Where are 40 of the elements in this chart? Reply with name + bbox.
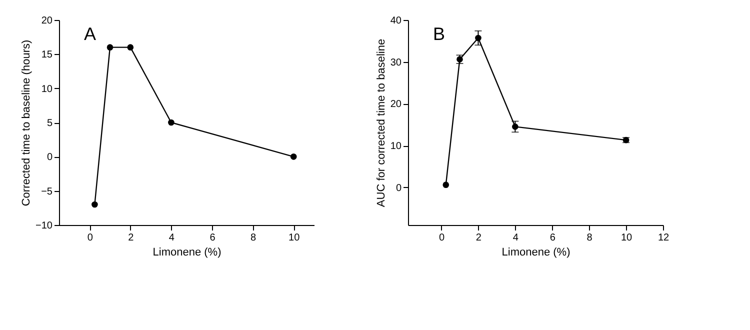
y-tick-label: −10 [36, 220, 53, 232]
y-tick-label: 10 [390, 141, 402, 152]
x-tick-label: 0 [438, 232, 445, 244]
x-tick-label: 10 [620, 232, 633, 244]
annotation: A [84, 24, 96, 44]
y-tick-label: −5 [41, 186, 53, 198]
point [442, 182, 450, 188]
point [475, 34, 482, 42]
x-tick-label: 6 [550, 232, 556, 244]
y-tick-label: 30 [390, 57, 402, 68]
x-tick-label: 8 [586, 232, 593, 244]
x-tick-label: 0 [87, 232, 94, 244]
x-tick-label: 6 [210, 232, 216, 244]
point [168, 119, 174, 126]
point [512, 124, 518, 130]
annotation: B [433, 24, 446, 44]
point [106, 44, 114, 50]
x-tick-label: 12 [658, 232, 670, 244]
y-tick-label: 10 [41, 84, 53, 95]
x-tick-label: 4 [168, 232, 175, 244]
x-tick-label: 2 [128, 232, 134, 244]
x-axis-title: Limonene (%) [502, 246, 570, 258]
y-tick-label: 15 [41, 50, 53, 61]
y-tick-label: 40 [390, 16, 402, 26]
point [456, 56, 463, 62]
x-tick-label: 2 [476, 232, 482, 244]
y-tick-label: 0 [396, 182, 402, 194]
y-tick-label: 20 [390, 99, 402, 110]
y-tick-label: 5 [46, 118, 53, 129]
x-axis-title: Limonene (%) [152, 246, 222, 258]
y-axis-title: Corrected time to baseline (hours) [20, 40, 33, 206]
y-tick-label: 20 [41, 16, 53, 26]
x-tick-label: 10 [288, 232, 300, 244]
point [92, 201, 98, 208]
y-tick-label: 0 [46, 152, 53, 164]
point [127, 44, 134, 50]
y-axis-title: AUC for corrected time to baseline [375, 38, 388, 208]
x-tick-label: 8 [250, 232, 257, 244]
point [290, 154, 297, 160]
x-tick-label: 4 [512, 232, 519, 244]
